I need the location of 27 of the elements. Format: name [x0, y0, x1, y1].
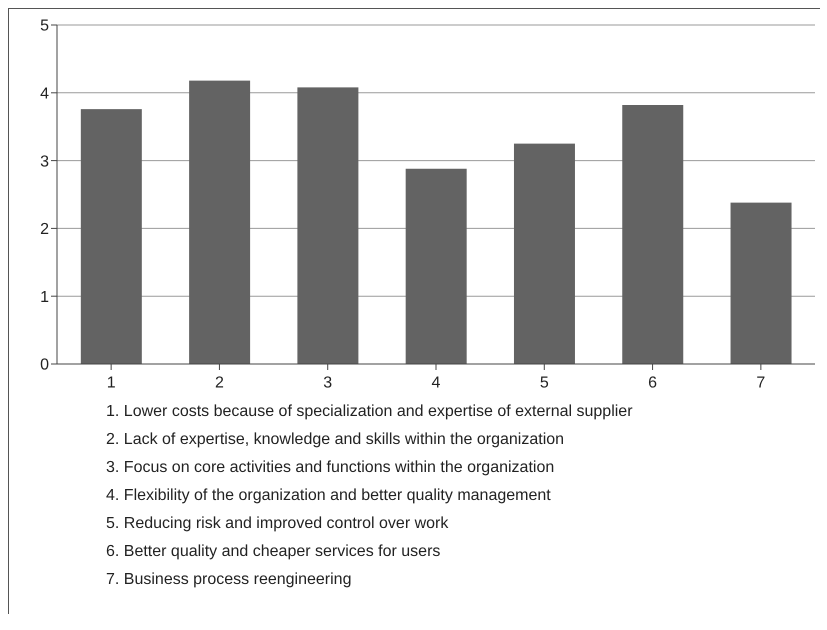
y-tick-label: 1	[40, 288, 50, 306]
x-tick-label: 6	[648, 374, 658, 392]
bar	[189, 80, 250, 364]
x-tick-label: 3	[323, 374, 332, 392]
bar	[514, 144, 575, 364]
bar	[730, 202, 792, 364]
y-tick-label: 0	[40, 356, 50, 374]
text: 1. Lower costs because of specialization and expertise of external supplier	[106, 402, 634, 422]
y-tick-label: 3	[40, 153, 50, 170]
text: 3. Focus on core activities and functions within the organization	[106, 458, 556, 478]
y-tick-label: 5	[40, 18, 50, 35]
bar	[622, 105, 684, 364]
x-tick-label: 1	[106, 374, 116, 392]
text: 4. Flexibility of the organization and better quality management	[106, 486, 552, 506]
text: 6. Better quality and cheaper services for users	[106, 542, 442, 562]
x-tick-label: 7	[756, 374, 766, 392]
x-tick-label: 5	[540, 374, 549, 392]
y-tick-label: 4	[40, 85, 50, 102]
text: 2. Lack of expertise, knowledge and skills within the organization	[106, 430, 566, 450]
y-tick-label: 2	[40, 221, 50, 238]
bar	[406, 168, 467, 364]
x-tick-label: 4	[432, 374, 441, 392]
text: 5. Reducing risk and improved control over work	[106, 514, 450, 534]
x-tick-label: 2	[214, 374, 224, 392]
text: 7. Business process reengineering	[106, 570, 352, 590]
bar	[80, 109, 142, 364]
bar	[297, 87, 358, 364]
